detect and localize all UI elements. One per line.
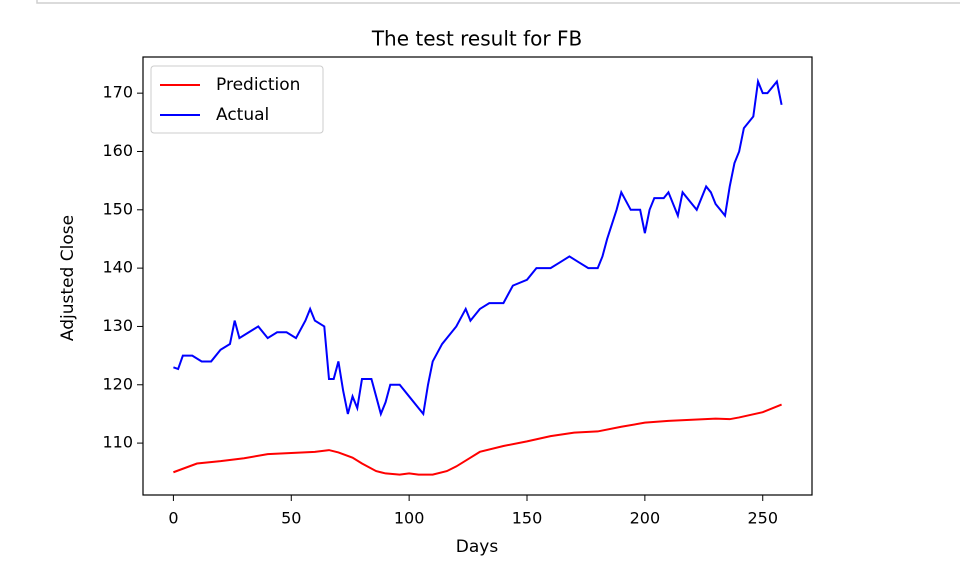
line-series xyxy=(173,403,782,476)
x-axis-label: Days xyxy=(456,537,499,557)
cell-border xyxy=(36,0,960,4)
y-tick-label: 160 xyxy=(102,141,133,160)
x-tick-label: 250 xyxy=(747,509,778,528)
plot-frame xyxy=(142,56,813,496)
y-tick-label: 140 xyxy=(102,258,133,277)
legend-box xyxy=(150,65,324,134)
x-tick-label: 100 xyxy=(394,509,425,528)
x-tick-label: 150 xyxy=(512,509,543,528)
y-axis-label: Adjusted Close xyxy=(58,215,78,341)
chart-title: The test result for FB xyxy=(371,27,582,51)
line-series xyxy=(173,77,783,418)
y-tick-label: 170 xyxy=(102,83,133,102)
y-tick-label: 110 xyxy=(102,433,133,452)
x-tick-label: 0 xyxy=(168,509,178,528)
y-tick-label: 120 xyxy=(102,374,133,393)
y-tick-label: 150 xyxy=(102,199,133,218)
y-tick-label: 130 xyxy=(102,316,133,335)
x-tick-label: 200 xyxy=(630,509,661,528)
legend-label: Actual xyxy=(216,105,269,125)
x-tick-label: 50 xyxy=(281,509,301,528)
legend-label: Prediction xyxy=(216,75,300,95)
